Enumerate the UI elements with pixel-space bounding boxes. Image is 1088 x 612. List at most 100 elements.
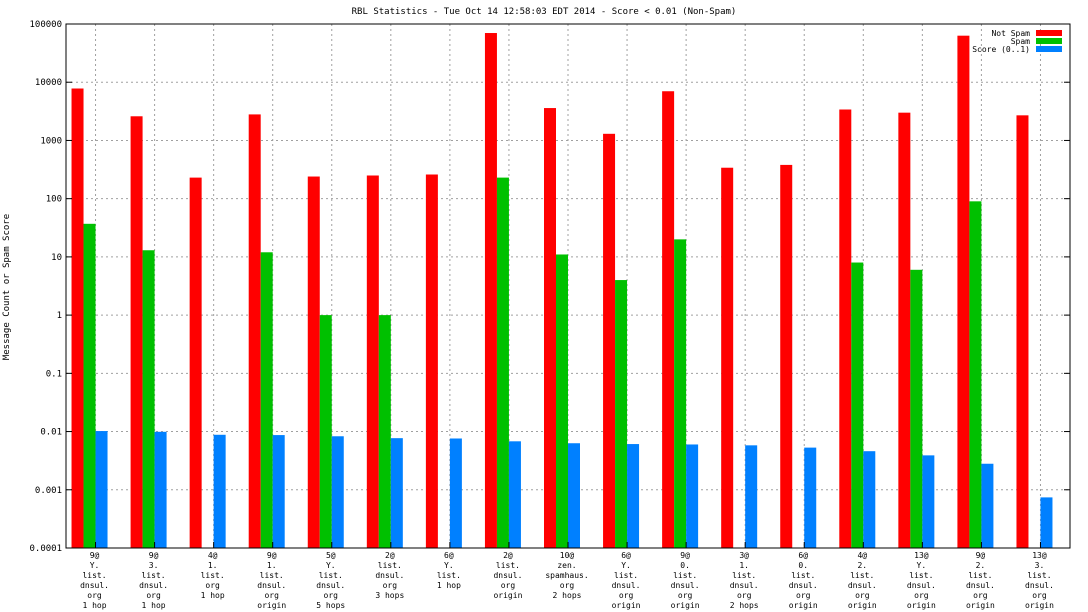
x-tick-label: Y.	[917, 561, 927, 570]
x-tick-label: zen.	[557, 561, 576, 570]
x-tick-label: org	[678, 591, 693, 600]
x-tick-label: 1 hop	[201, 591, 225, 600]
x-tick-label: origin	[671, 601, 700, 610]
x-tick-label: 9@	[90, 551, 100, 560]
x-tick-label: list.	[319, 571, 343, 580]
bar-not-spam	[839, 109, 852, 549]
x-tick-label: dnsul.	[493, 571, 522, 580]
bar-spam	[969, 201, 982, 549]
y-tick-label: 10000	[35, 78, 62, 88]
bar-score-0-1	[1040, 497, 1053, 548]
x-tick-label: Y.	[621, 561, 631, 570]
x-tick-label: 0.	[798, 561, 808, 570]
x-tick-label: dnsul.	[375, 571, 404, 580]
x-tick-label: org	[619, 591, 634, 600]
x-tick-label: list.	[142, 571, 166, 580]
bar-not-spam	[425, 174, 438, 549]
bar-score-0-1	[390, 438, 403, 548]
x-tick-label: org	[914, 591, 929, 600]
x-tick-label: 1 hop	[82, 601, 106, 610]
x-tick-label: 1.	[208, 561, 218, 570]
legend-label: Spam	[1011, 37, 1030, 46]
y-tick-label: 0.01	[40, 428, 62, 438]
bar-spam	[674, 239, 687, 549]
x-tick-label: 1.	[739, 561, 749, 570]
bar-not-spam	[603, 133, 616, 548]
x-tick-label: 13@	[1032, 551, 1047, 560]
x-tick-label: 2.	[857, 561, 867, 570]
x-tick-label: 10@	[560, 551, 575, 560]
bar-score-0-1	[331, 436, 344, 548]
bar-not-spam	[484, 33, 497, 548]
x-tick-label: list.	[614, 571, 638, 580]
x-tick-label: 1 hop	[437, 581, 461, 590]
bar-spam	[260, 252, 273, 548]
x-tick-label: org	[205, 581, 220, 590]
bar-not-spam	[248, 114, 261, 548]
bar-not-spam	[780, 164, 793, 548]
x-tick-label: list.	[850, 571, 874, 580]
bar-score-0-1	[804, 447, 817, 548]
bar-score-0-1	[627, 444, 640, 548]
x-tick-label: org	[737, 591, 752, 600]
bar-score-0-1	[95, 431, 108, 548]
bar-not-spam	[544, 108, 556, 549]
bar-score-0-1	[745, 445, 758, 548]
y-axis: 0.0001 0.001 0.01 0.1 1 10 100 1000 10000 100000	[29, 20, 1070, 554]
bar-not-spam	[189, 177, 202, 548]
x-tick-label: 3@	[739, 551, 749, 560]
x-tick-label: origin	[848, 601, 877, 610]
x-tick-label: list.	[496, 561, 520, 570]
x-tick-label: 9@	[267, 551, 277, 560]
x-tick-label: dnsul.	[848, 581, 877, 590]
x-tick-label: 0.	[680, 561, 690, 570]
bar-not-spam	[366, 175, 379, 548]
x-tick-label: 5@	[326, 551, 336, 560]
y-tick-label: 0.0001	[29, 544, 62, 554]
x-tick-label: 3.	[1035, 561, 1045, 570]
x-tick-label: 13@	[914, 551, 929, 560]
x-tick-label: org	[973, 591, 988, 600]
x-tick-label: org	[264, 591, 279, 600]
x-tick-label: 9@	[976, 551, 986, 560]
x-tick-label: 9@	[680, 551, 690, 560]
x-tick-label: org	[855, 591, 870, 600]
x-tick-label: 1.	[267, 561, 277, 570]
x-tick-label: dnsul.	[730, 581, 759, 590]
x-tick-label: org	[501, 581, 516, 590]
x-tick-label: list.	[201, 571, 225, 580]
x-tick-label: 4@	[857, 551, 867, 560]
bar-score-0-1	[508, 441, 521, 548]
bar-score-0-1	[154, 431, 167, 548]
x-tick-label: origin	[789, 601, 818, 610]
x-tick-label: origin	[612, 601, 641, 610]
x-tick-label: list.	[673, 571, 697, 580]
x-tick-label: 5 hops	[316, 601, 345, 610]
bar-spam	[142, 250, 155, 548]
x-tick-label: list.	[791, 571, 815, 580]
x-tick-label: origin	[493, 591, 522, 600]
bar-not-spam	[307, 176, 320, 549]
bar-score-0-1	[863, 451, 876, 548]
bar-not-spam	[71, 88, 84, 549]
bar-spam	[319, 315, 332, 548]
x-tick-label: origin	[907, 601, 936, 610]
y-tick-label: 100	[46, 195, 62, 205]
y-tick-label: 1	[57, 311, 62, 321]
x-tick-label: origin	[966, 601, 995, 610]
x-tick-label: dnsul.	[139, 581, 168, 590]
x-tick-label: org	[560, 581, 575, 590]
x-tick-label: list.	[82, 571, 106, 580]
x-tick-label: 2 hops	[730, 601, 759, 610]
bar-score-0-1	[568, 443, 580, 548]
x-tick-label: origin	[1025, 601, 1054, 610]
x-tick-label: 2 hops	[553, 591, 582, 600]
x-tick-label: Y.	[326, 561, 336, 570]
legend-label: Score (0..1)	[972, 45, 1030, 54]
x-tick-label: 2.	[976, 561, 986, 570]
bar-spam	[851, 262, 864, 548]
bar-not-spam	[662, 91, 675, 548]
x-tick-label: 3.	[149, 561, 159, 570]
